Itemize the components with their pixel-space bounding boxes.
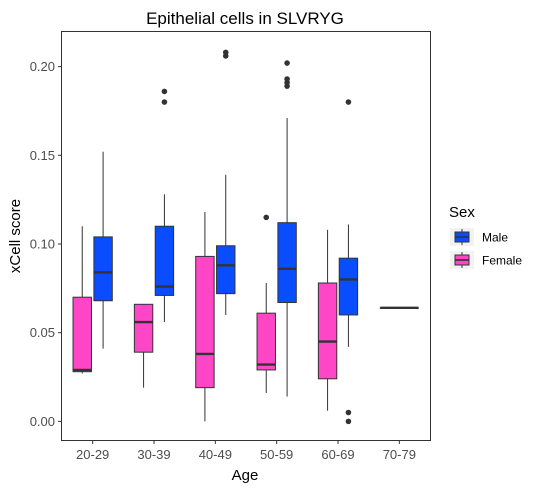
y-tick-label: 0.10 — [30, 236, 55, 251]
box-body — [133, 303, 154, 353]
x-axis: 20-29 30-39 40-49 50-59 60-69 70-79 — [76, 440, 416, 462]
outlier-point — [345, 409, 352, 416]
x-axis-title: Age — [232, 467, 259, 484]
box-body — [277, 222, 297, 304]
x-tick-label: 60-69 — [321, 447, 354, 462]
box-other-70-79 — [379, 306, 419, 310]
box-female-30-39 — [133, 303, 154, 388]
legend-item-male: Male — [450, 228, 508, 246]
box-female-60-69 — [317, 229, 338, 411]
box-body — [195, 255, 215, 389]
y-tick-label: 0.20 — [30, 59, 55, 74]
box-male-20-29 — [93, 151, 113, 349]
legend-label: Male — [482, 231, 508, 245]
chart-title: Epithelial cells in SLVRYG — [146, 9, 344, 28]
outlier-point — [284, 83, 290, 89]
box-body — [154, 225, 175, 296]
box-female-20-29 — [72, 226, 92, 374]
box-male-50-59 — [277, 60, 297, 397]
box-male-40-49 — [216, 49, 236, 315]
x-tick-label: 30-39 — [137, 447, 170, 462]
x-tick-label: 50-59 — [260, 447, 293, 462]
y-axis: 0.00 0.05 0.10 0.15 0.20 — [30, 59, 62, 429]
outlier-point — [263, 214, 270, 221]
y-tick-label: 0.00 — [30, 414, 55, 429]
box-male-60-69 — [338, 99, 359, 425]
outlier-point — [161, 99, 168, 105]
y-tick-label: 0.05 — [30, 325, 55, 340]
legend-item-female: Female — [450, 251, 522, 269]
x-tick-label: 20-29 — [76, 447, 109, 462]
box-body — [256, 312, 276, 371]
outlier-point — [345, 418, 352, 425]
box-body — [93, 236, 113, 302]
box-body — [338, 257, 359, 316]
plot-panel — [61, 31, 431, 441]
legend-title: Sex — [449, 204, 475, 221]
box-female-40-49 — [195, 212, 215, 422]
outlier-point — [284, 60, 290, 66]
x-tick-label: 70-79 — [383, 447, 416, 462]
outlier-point — [222, 53, 229, 59]
y-tick-label: 0.15 — [30, 148, 55, 163]
box-male-30-39 — [154, 88, 175, 323]
box-female-50-59 — [256, 214, 276, 393]
outlier-point — [161, 88, 168, 95]
box-body — [317, 282, 338, 380]
box-body — [216, 245, 236, 295]
chart-marks — [72, 49, 419, 425]
outlier-point — [345, 99, 352, 105]
y-axis-title: xCell score — [7, 199, 24, 273]
legend: Sex Male Female — [449, 204, 522, 269]
legend-label: Female — [482, 254, 522, 268]
box-body — [72, 296, 92, 373]
x-tick-label: 40-49 — [199, 447, 232, 462]
